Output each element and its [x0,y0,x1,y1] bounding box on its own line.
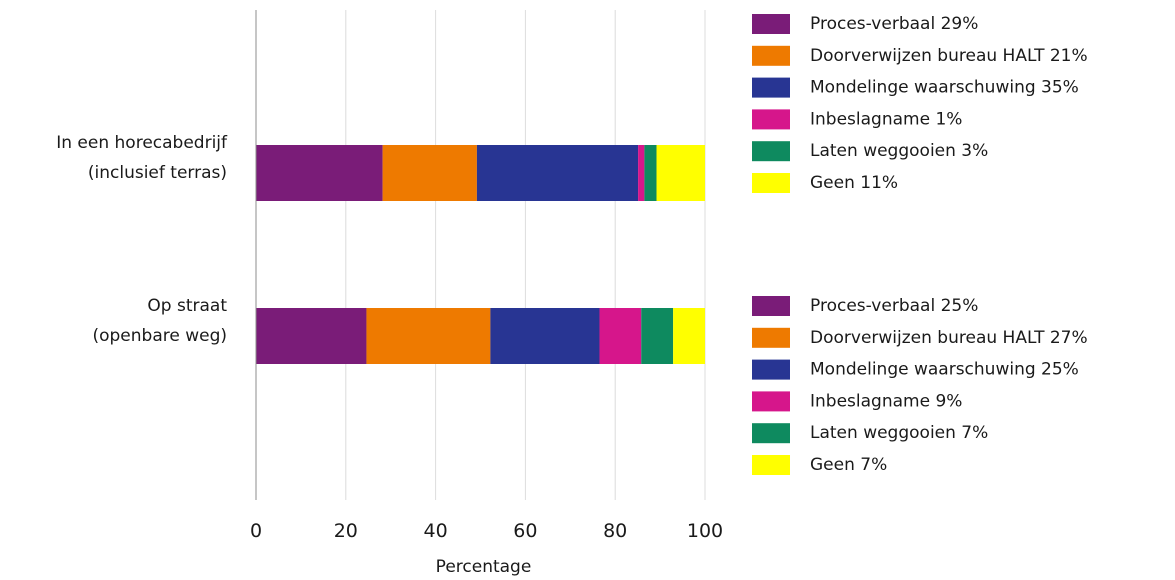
category-label-1-line-1: (openbare weg) [92,326,227,346]
legend-label-1-3: Inbeslagname 9% [810,391,962,411]
legend-label-1-4: Laten weggooien 7% [810,423,988,443]
x-tick-20: 20 [334,520,358,542]
legend-swatch-0-0 [752,14,790,34]
legend-label-1-1: Doorverwijzen bureau HALT 27% [810,328,1088,348]
legend-swatch-1-1 [752,327,790,348]
legend-swatch-1-5 [752,455,790,475]
bar-segment-0-proces-verbaal [256,145,383,201]
legend-label-1-5: Geen 7% [810,455,887,475]
category-labels: In een horecabedrijf (inclusief terras) Op… [56,133,228,346]
x-axis-title: Percentage [436,557,532,577]
legend-swatch-1-3 [752,391,790,412]
bar-segment-0-mondelinge-waarschuwing [476,145,639,201]
legend-label-1-0: Proces-verbaal 25% [810,296,978,316]
x-tick-40: 40 [424,520,448,542]
bar-segment-0-doorverwijzen-bureau-halt [382,145,477,201]
x-tick-0: 0 [250,520,262,542]
bar-segment-1-geen [673,308,705,364]
legend-swatch-0-5 [752,173,790,193]
category-label-1-line-0: Op straat [147,296,227,316]
gridlines [345,10,706,500]
x-tick-labels: 0 20 40 60 80 100 [250,520,723,542]
bar-segment-1-doorverwijzen-bureau-halt [366,308,491,364]
bar-segment-1-proces-verbaal [256,308,367,364]
legend-label-1-2: Mondelinge waarschuwing 25% [810,360,1079,380]
legend-right-top: Proces-verbaal 29% Doorverwijzen bureau H… [752,14,1088,193]
legend-swatch-0-2 [752,77,790,98]
legend-label-0-1: Doorverwijzen bureau HALT 21% [810,46,1088,66]
legend-swatch-1-0 [752,296,790,316]
legend-swatch-0-4 [752,141,790,162]
x-tick-80: 80 [603,520,627,542]
legend-label-0-4: Laten weggooien 3% [810,141,988,161]
bar-segment-1-mondelinge-waarschuwing [490,308,600,364]
bars [256,145,705,364]
bar-segment-0-inbeslagname [638,145,645,201]
category-label-0-line-0: In een horecabedrijf [56,133,228,153]
legend-swatch-1-4 [752,423,790,444]
legend-swatch-0-1 [752,45,790,66]
legends: Proces-verbaal 29% Doorverwijzen bureau H… [752,14,1088,475]
bar-segment-1-inbeslagname [599,308,642,364]
legend-label-0-2: Mondelinge waarschuwing 35% [810,78,1079,98]
bar-segment-0-geen [656,145,705,201]
legend-label-0-0: Proces-verbaal 29% [810,14,978,34]
legend-right-bottom: Proces-verbaal 25% Doorverwijzen bureau H… [752,296,1088,475]
legend-swatch-1-2 [752,359,790,380]
x-tick-100: 100 [687,520,723,542]
x-tick-60: 60 [513,520,537,542]
category-label-0-line-1: (inclusief terras) [88,163,227,183]
legend-label-0-3: Inbeslagname 1% [810,109,962,129]
legend-label-0-5: Geen 11% [810,173,898,193]
legend-swatch-0-3 [752,109,790,130]
bar-segment-1-laten-weggooien [641,308,674,364]
bar-segment-0-laten-weggooien [644,145,657,201]
